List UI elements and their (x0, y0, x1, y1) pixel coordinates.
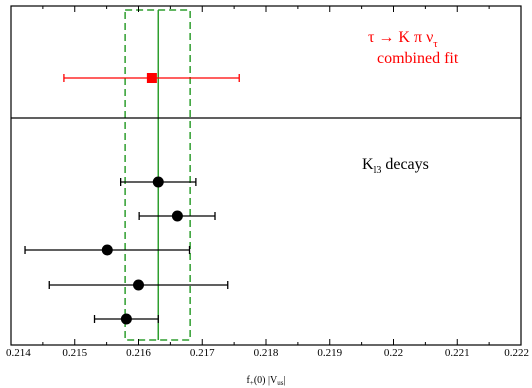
x-tick-label: 0.217 (190, 347, 215, 359)
kl3-point-4 (93, 313, 159, 325)
x-tick-label: 0.219 (317, 347, 342, 359)
x-tick-label: 0.221 (445, 347, 470, 359)
x-axis-label: f+(0) |Vus| (247, 375, 286, 387)
average-band (124, 9, 191, 341)
tau-label-sub: τ (433, 38, 438, 50)
tau-label-line2: combined fit (377, 50, 459, 67)
x-axis-ticks: 0.214 0.215 0.216 0.217 0.218 0.219 0.22 0.221 0… (6, 6, 529, 359)
tau-point-0-marker (146, 73, 157, 83)
tau-label-line1: τ → K π ντ (368, 29, 438, 50)
kl3-point-1-marker (171, 210, 183, 222)
x-label-sub2: us (277, 379, 284, 387)
tau-point-0 (63, 73, 240, 83)
x-label-sub1: + (250, 379, 254, 387)
x-tick-label: 0.216 (126, 347, 151, 359)
kl3-point-3-marker (133, 279, 144, 291)
x-tick-label: 0.214 (6, 347, 31, 359)
kl3-point-2-marker (101, 244, 113, 256)
x-tick-label: 0.218 (254, 347, 279, 359)
kl3-label-rest: decays (381, 156, 429, 173)
x-tick-label: 0.215 (62, 347, 87, 359)
x-label-mid: (0) |V (254, 375, 278, 386)
data-points (24, 73, 240, 325)
kl3-point-1 (138, 210, 216, 222)
x-tick-label: 0.222 (504, 347, 529, 359)
kl3-label-sub: l3 (374, 165, 382, 176)
kl3-point-0 (120, 176, 197, 188)
tau-label-main: τ → K π ν (368, 29, 433, 46)
kl3-label-main: K (362, 156, 374, 173)
x-label-end: | (283, 375, 285, 386)
kl3-label: Kl3 decays (362, 156, 429, 176)
x-tick-label: 0.22 (384, 347, 403, 359)
kl3-point-2 (24, 244, 191, 256)
x-label-main: f (247, 375, 251, 386)
kl3-point-4-marker (120, 313, 132, 325)
kl3-point-3 (48, 279, 229, 291)
kl3-point-0-marker (152, 176, 164, 188)
